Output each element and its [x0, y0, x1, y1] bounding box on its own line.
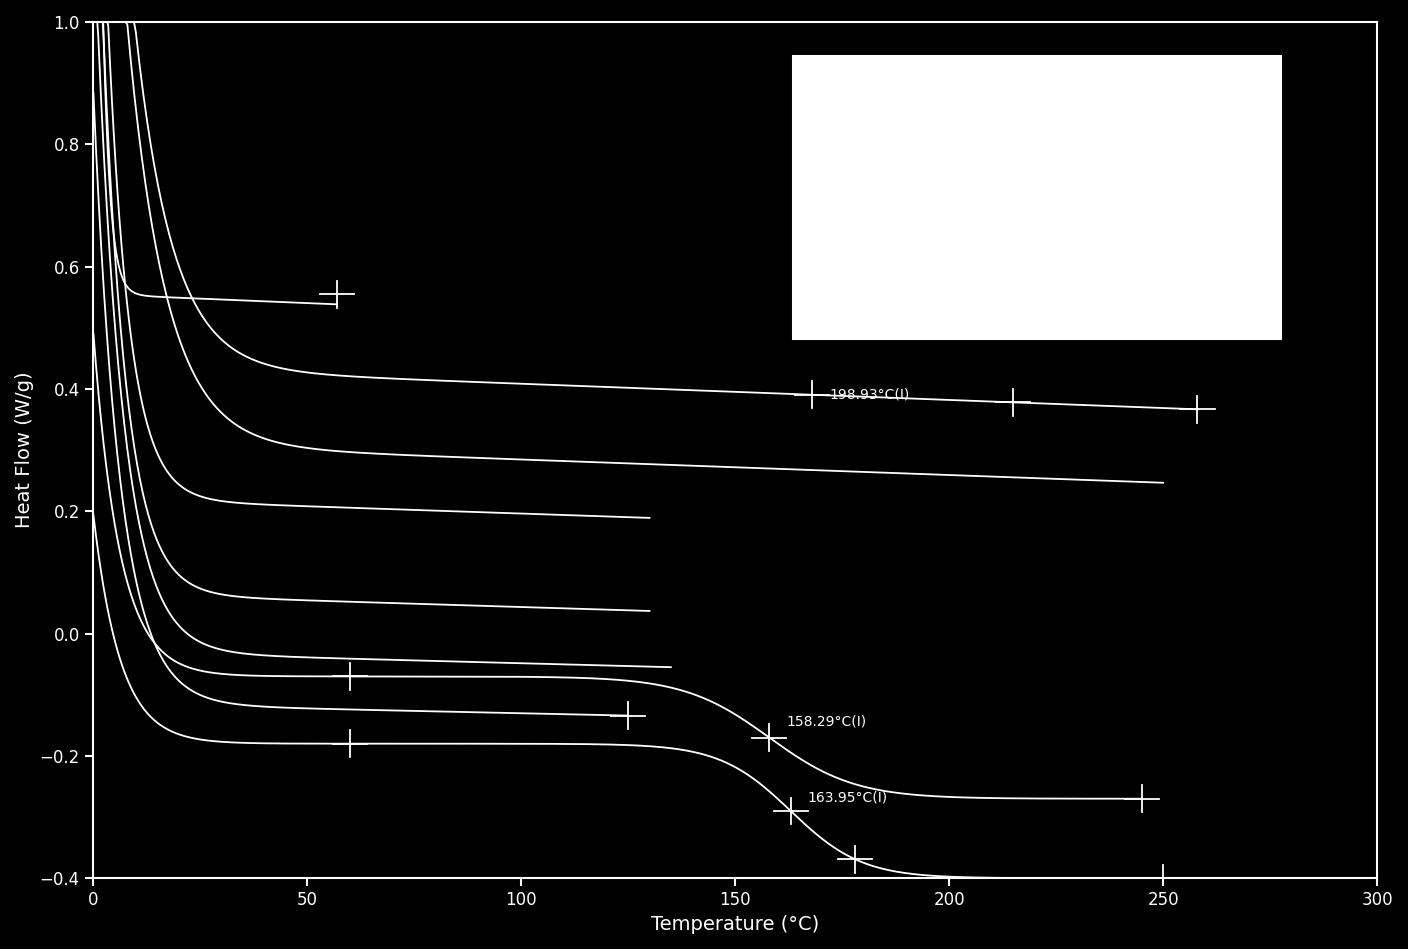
Text: 158.29°C(I): 158.29°C(I) — [787, 715, 866, 729]
Y-axis label: Heat Flow (W/g): Heat Flow (W/g) — [15, 372, 34, 529]
FancyBboxPatch shape — [793, 56, 1281, 339]
Text: 163.95°C(I): 163.95°C(I) — [808, 791, 888, 805]
Text: 198.93°C(I): 198.93°C(I) — [829, 388, 910, 401]
X-axis label: Temperature (°C): Temperature (°C) — [650, 915, 819, 934]
